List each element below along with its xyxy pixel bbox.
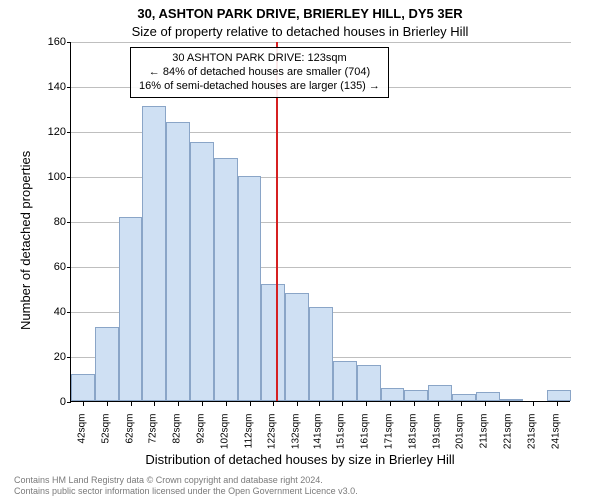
- y-tick-label: 20: [36, 351, 66, 363]
- y-tick-mark: [67, 267, 71, 268]
- y-tick-label: 160: [36, 36, 66, 48]
- x-tick-mark: [131, 402, 132, 406]
- x-tick-mark: [83, 402, 84, 406]
- x-tick-mark: [342, 402, 343, 406]
- histogram-bar: [404, 390, 428, 401]
- x-tick-mark: [414, 402, 415, 406]
- x-tick-mark: [297, 402, 298, 406]
- histogram-bar: [285, 293, 309, 401]
- histogram-bar: [95, 327, 119, 401]
- gridline: [71, 42, 571, 43]
- x-tick-label: 82sqm: [172, 414, 183, 464]
- x-tick-mark: [366, 402, 367, 406]
- chart-title-sub: Size of property relative to detached ho…: [0, 24, 600, 39]
- chart-title-main: 30, ASHTON PARK DRIVE, BRIERLEY HILL, DY…: [0, 6, 600, 21]
- histogram-bar: [119, 217, 143, 402]
- x-tick-label: 72sqm: [148, 414, 159, 464]
- x-tick-label: 161sqm: [360, 414, 371, 464]
- y-tick-label: 140: [36, 81, 66, 93]
- y-tick-mark: [67, 402, 71, 403]
- x-tick-mark: [390, 402, 391, 406]
- histogram-bar: [452, 394, 476, 401]
- license-line2: Contains public sector information licen…: [14, 486, 358, 496]
- x-tick-label: 211sqm: [479, 414, 490, 464]
- histogram-bar: [428, 385, 452, 401]
- x-tick-label: 141sqm: [312, 414, 323, 464]
- y-tick-label: 80: [36, 216, 66, 228]
- x-tick-mark: [438, 402, 439, 406]
- histogram-bar: [357, 365, 381, 401]
- x-tick-label: 112sqm: [243, 414, 254, 464]
- info-box-line1: 30 ASHTON PARK DRIVE: 123sqm: [139, 52, 380, 66]
- y-tick-mark: [67, 357, 71, 358]
- histogram-bar: [309, 307, 333, 402]
- x-tick-mark: [250, 402, 251, 406]
- histogram-bar: [190, 142, 214, 401]
- license-text: Contains HM Land Registry data © Crown c…: [14, 475, 358, 496]
- histogram-bar: [547, 390, 571, 401]
- x-tick-label: 151sqm: [336, 414, 347, 464]
- x-tick-mark: [533, 402, 534, 406]
- info-box-line3: 16% of semi-detached houses are larger (…: [139, 80, 380, 94]
- x-tick-mark: [154, 402, 155, 406]
- histogram-bar: [333, 361, 357, 402]
- histogram-bar: [261, 284, 285, 401]
- y-tick-label: 60: [36, 261, 66, 273]
- y-tick-label: 100: [36, 171, 66, 183]
- histogram-bar: [476, 392, 500, 401]
- x-tick-mark: [226, 402, 227, 406]
- x-tick-label: 102sqm: [219, 414, 230, 464]
- x-tick-label: 122sqm: [267, 414, 278, 464]
- x-tick-label: 52sqm: [100, 414, 111, 464]
- info-box: 30 ASHTON PARK DRIVE: 123sqm ← 84% of de…: [130, 47, 389, 98]
- x-tick-mark: [509, 402, 510, 406]
- chart-container: 30, ASHTON PARK DRIVE, BRIERLEY HILL, DY…: [0, 0, 600, 500]
- x-tick-label: 231sqm: [526, 414, 537, 464]
- info-box-line2: ← 84% of detached houses are smaller (70…: [139, 66, 380, 80]
- x-tick-label: 92sqm: [195, 414, 206, 464]
- x-tick-mark: [485, 402, 486, 406]
- y-tick-mark: [67, 222, 71, 223]
- y-tick-label: 40: [36, 306, 66, 318]
- y-tick-mark: [67, 42, 71, 43]
- x-tick-mark: [319, 402, 320, 406]
- y-axis-label: Number of detached properties: [18, 151, 33, 330]
- x-tick-label: 132sqm: [291, 414, 302, 464]
- x-tick-label: 221sqm: [503, 414, 514, 464]
- x-tick-label: 241sqm: [550, 414, 561, 464]
- y-tick-label: 0: [36, 396, 66, 408]
- x-tick-label: 42sqm: [76, 414, 87, 464]
- histogram-bar: [71, 374, 95, 401]
- histogram-bar: [500, 399, 524, 401]
- x-tick-mark: [461, 402, 462, 406]
- x-tick-mark: [202, 402, 203, 406]
- license-line1: Contains HM Land Registry data © Crown c…: [14, 475, 358, 485]
- histogram-bar: [214, 158, 238, 401]
- x-tick-label: 62sqm: [124, 414, 135, 464]
- x-tick-mark: [107, 402, 108, 406]
- y-tick-mark: [67, 312, 71, 313]
- x-tick-mark: [273, 402, 274, 406]
- x-tick-label: 171sqm: [384, 414, 395, 464]
- histogram-bar: [381, 388, 405, 402]
- y-tick-mark: [67, 177, 71, 178]
- y-tick-mark: [67, 132, 71, 133]
- y-tick-mark: [67, 87, 71, 88]
- x-tick-label: 181sqm: [407, 414, 418, 464]
- histogram-bar: [166, 122, 190, 401]
- x-tick-label: 191sqm: [431, 414, 442, 464]
- x-tick-label: 201sqm: [455, 414, 466, 464]
- histogram-bar: [142, 106, 166, 401]
- x-tick-mark: [557, 402, 558, 406]
- x-tick-mark: [178, 402, 179, 406]
- y-tick-label: 120: [36, 126, 66, 138]
- histogram-bar: [238, 176, 262, 401]
